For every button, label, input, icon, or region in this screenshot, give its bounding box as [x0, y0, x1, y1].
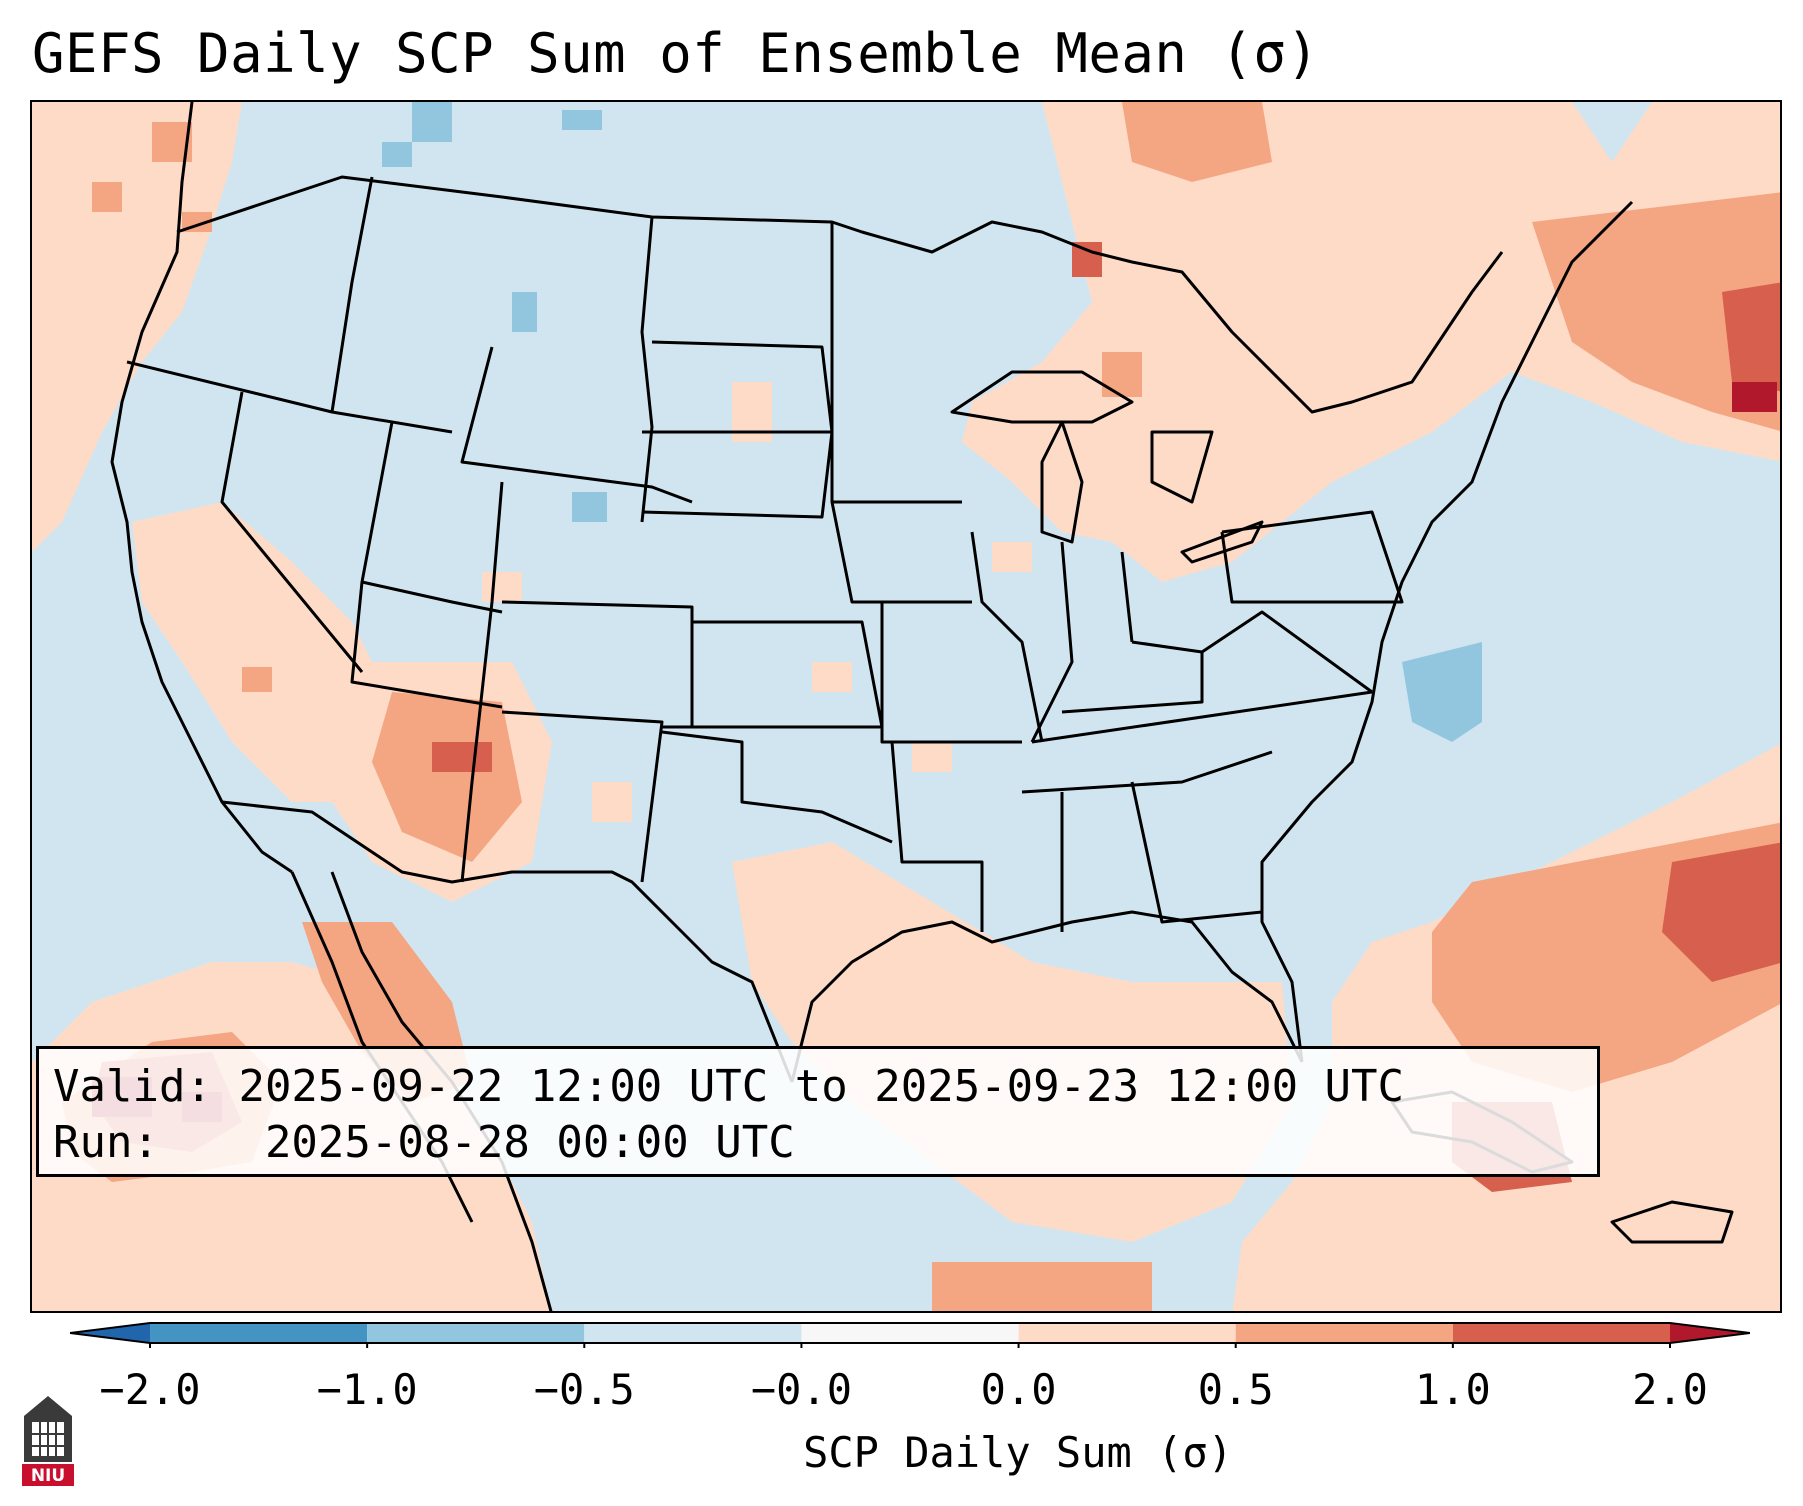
- logo-text: NIU: [31, 1466, 65, 1486]
- colorbar-tick-label: −1.0: [316, 1365, 418, 1414]
- colorbar-bin: [1670, 1323, 1750, 1343]
- anomaly-region-arizona: [372, 692, 522, 862]
- colorbar-bin: [801, 1323, 1019, 1343]
- anomaly-cell: [592, 782, 632, 822]
- border-state: [460, 481, 504, 883]
- colorbar: [70, 1322, 1750, 1348]
- border-state: [830, 222, 962, 504]
- border-state: [330, 176, 374, 413]
- colorbar-tick-label: −0.5: [533, 1365, 635, 1414]
- colorbar-tick-label: 1.0: [1414, 1365, 1491, 1414]
- border-state: [501, 710, 664, 883]
- lake-erie: [1180, 520, 1264, 564]
- colorbar-bin: [367, 1323, 585, 1343]
- border-state: [1021, 750, 1273, 794]
- anomaly-region-yucatan: [932, 1262, 1152, 1311]
- border-us-mexico: [221, 800, 794, 1083]
- border-state: [1030, 541, 1074, 743]
- border-state: [460, 346, 693, 504]
- border-state: [880, 602, 1022, 744]
- colorbar-tick-label: 2.0: [1632, 1365, 1708, 1414]
- coastline-atlantic: [1260, 200, 1634, 1063]
- valid-value: 2025-09-22 12:00 UTC to 2025-09-23 12:00…: [238, 1061, 1405, 1112]
- negative-anomaly-cell: [562, 110, 602, 130]
- lake-superior: [950, 370, 1134, 424]
- map-title: GEFS Daily SCP Sum of Ensemble Mean (σ): [32, 22, 1320, 85]
- run-value: 2025-08-28 00:00 UTC: [264, 1117, 795, 1168]
- anomaly-cell: [992, 542, 1032, 572]
- border-state: [1201, 610, 1373, 694]
- colorbar-tick-label: −0.0: [750, 1365, 852, 1414]
- anomaly-region-ontario: [1122, 102, 1272, 182]
- border-state: [970, 531, 1044, 743]
- anomaly-cell: [812, 662, 852, 692]
- negative-anomaly-cell: [412, 102, 452, 142]
- logo-badge: [22, 1464, 74, 1486]
- anomaly-cell: [432, 742, 492, 772]
- border-state: [220, 391, 364, 673]
- anomaly-region-quebec: [1532, 192, 1780, 431]
- border-state: [830, 501, 972, 604]
- border-state: [1031, 690, 1373, 744]
- colorbar-bin: [1018, 1323, 1236, 1343]
- run-label: Run:: [53, 1117, 159, 1168]
- border-state: [501, 600, 694, 727]
- negative-anomaly-cell: [382, 142, 412, 167]
- colorbar-bin: [1452, 1323, 1670, 1343]
- logo-grid-icon: [32, 1422, 64, 1456]
- colorbar-bin: [584, 1323, 802, 1343]
- coastline-gulf: [790, 910, 1304, 1083]
- border-state: [662, 620, 884, 729]
- anomaly-region-maritimes: [1722, 282, 1780, 392]
- valid-label: Valid:: [53, 1061, 212, 1112]
- colorbar-tick-label: −2.0: [99, 1365, 201, 1414]
- border-state: [640, 216, 654, 523]
- anomaly-cell: [1732, 382, 1777, 412]
- border-state: [350, 421, 503, 709]
- negative-anomaly-cell: [512, 292, 537, 332]
- border-state: [1130, 781, 1263, 924]
- anomaly-region-great-basin: [132, 502, 392, 802]
- negative-anomaly-atlantic: [1402, 642, 1482, 742]
- colorbar-bin: [150, 1323, 368, 1343]
- lake-michigan: [1040, 420, 1084, 544]
- anomaly-cell: [92, 182, 122, 212]
- border-state: [361, 580, 503, 614]
- coastline-hispaniola: [1610, 1200, 1734, 1244]
- colorbar-tick-label: 0.5: [1197, 1365, 1274, 1414]
- anomaly-cell: [482, 572, 522, 602]
- border-state: [1120, 551, 1134, 643]
- border-state: [1220, 510, 1404, 604]
- border-state: [641, 430, 834, 519]
- border-state: [890, 741, 984, 932]
- lake-huron: [1150, 430, 1214, 504]
- colorbar-tick-label: 0.0: [980, 1365, 1057, 1414]
- map-boundaries: [110, 102, 1734, 1311]
- valid-time-box: Valid: 2025-09-22 12:00 UTC to 2025-09-2…: [36, 1046, 1600, 1177]
- anomaly-cell: [242, 667, 272, 692]
- anomaly-cell: [912, 742, 952, 772]
- border-state: [126, 360, 453, 434]
- border-state: [661, 730, 893, 844]
- colorbar-bin: [1235, 1323, 1453, 1343]
- anomaly-region-atlantic-max: [1662, 842, 1780, 982]
- negative-anomaly-cell: [572, 492, 607, 522]
- border-canada-us: [176, 175, 1504, 414]
- coastline-west: [110, 102, 293, 874]
- border-state: [651, 340, 834, 433]
- colorbar-outline: [70, 1322, 1750, 1344]
- border-state: [1061, 640, 1204, 714]
- colorbar-label: SCP Daily Sum (σ): [803, 1428, 1233, 1477]
- niu-logo: NIU: [22, 1396, 74, 1486]
- colorbar-bin: [70, 1323, 150, 1343]
- anomaly-cell: [1102, 352, 1142, 397]
- anomaly-cell: [1072, 242, 1102, 277]
